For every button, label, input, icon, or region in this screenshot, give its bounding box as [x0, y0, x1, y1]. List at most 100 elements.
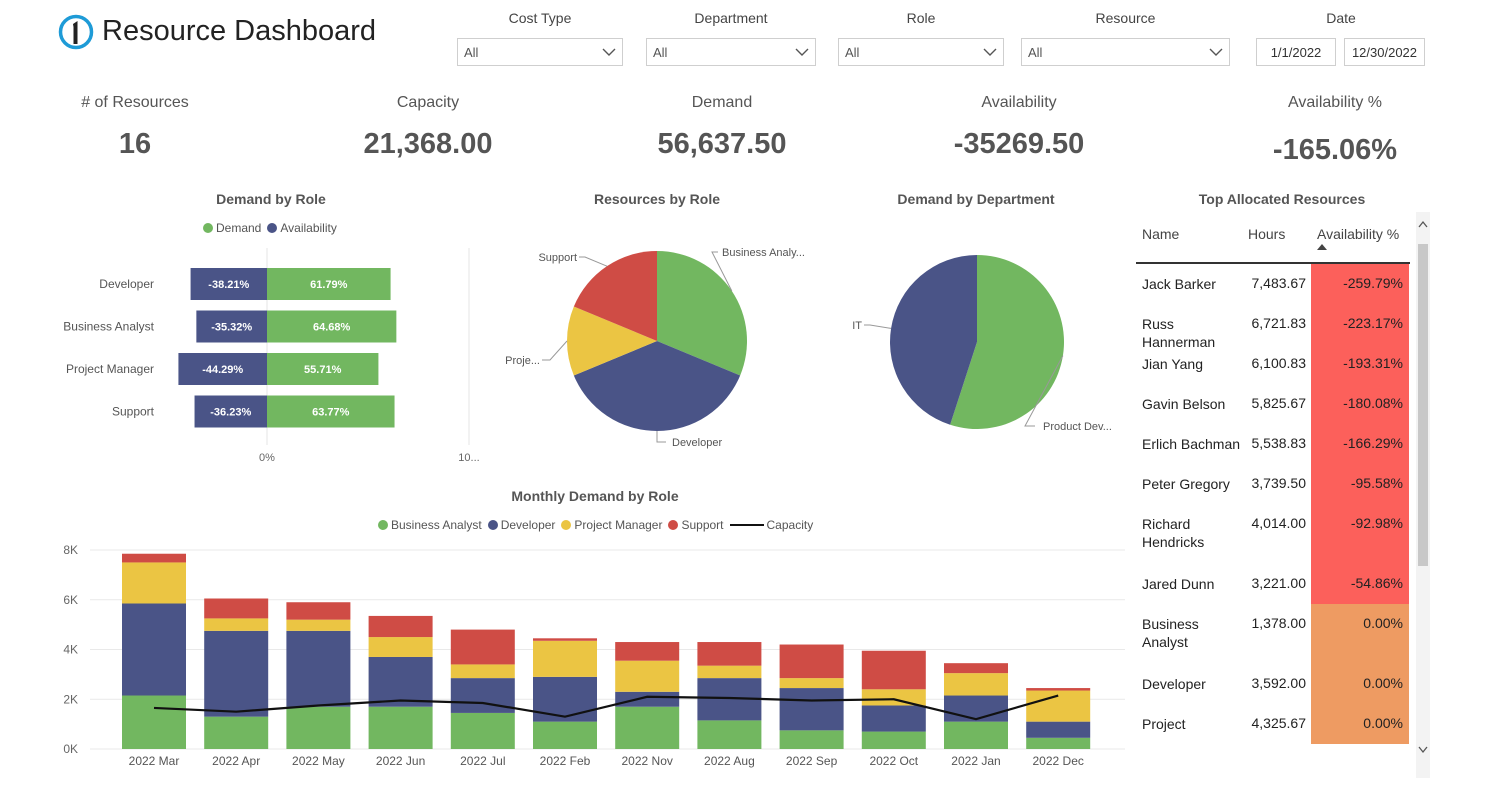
business-analyst-segment[interactable]: [450, 712, 515, 749]
project-manager-segment[interactable]: [1026, 690, 1091, 722]
cell-hours: 3,221.00: [1251, 575, 1307, 591]
demand-by-role-chart[interactable]: Developer -38.21% 61.79% Business Analyst -3…: [40, 240, 490, 470]
project-manager-segment[interactable]: [533, 640, 597, 677]
developer-segment[interactable]: [368, 656, 433, 707]
cell-availability: -223.17%: [1311, 304, 1409, 344]
project-manager-segment[interactable]: [697, 665, 762, 679]
table-row[interactable]: Erlich Bachman 5,538.83 -166.29%: [1136, 424, 1410, 464]
project-manager-segment[interactable]: [779, 678, 844, 689]
project-manager-segment[interactable]: [204, 618, 269, 631]
developer-segment[interactable]: [1026, 721, 1091, 738]
column-header-hours[interactable]: Hours: [1248, 226, 1286, 242]
support-segment[interactable]: [1026, 688, 1091, 691]
support-segment[interactable]: [122, 553, 186, 563]
developer-segment[interactable]: [204, 630, 269, 717]
table-row[interactable]: Developer 3,592.00 0.00%: [1136, 664, 1410, 704]
business-analyst-segment[interactable]: [861, 731, 926, 749]
business-analyst-segment[interactable]: [533, 721, 597, 749]
table-row[interactable]: Gavin Belson 5,825.67 -180.08%: [1136, 384, 1410, 424]
column-header-availability[interactable]: Availability %: [1317, 226, 1400, 242]
pie-slice[interactable]: [657, 251, 747, 376]
column-header-name[interactable]: Name: [1142, 226, 1180, 242]
availability-bar[interactable]: [196, 310, 267, 343]
scroll-down-icon[interactable]: [1418, 746, 1428, 754]
developer-segment[interactable]: [122, 603, 186, 696]
developer-segment[interactable]: [533, 676, 597, 722]
cell-hours: 6,100.83: [1251, 355, 1307, 371]
date-start-input[interactable]: 1/1/2022: [1256, 38, 1336, 66]
legend-dot-icon: [378, 520, 388, 530]
business-analyst-segment[interactable]: [204, 716, 269, 749]
x-category-label: 2022 Mar: [129, 754, 180, 768]
table-scrollbar-thumb[interactable]: [1418, 244, 1428, 566]
support-segment[interactable]: [779, 644, 844, 679]
sort-ascending-icon[interactable]: [1317, 244, 1327, 250]
pie-slice[interactable]: [890, 255, 977, 425]
resource-dropdown[interactable]: All: [1021, 38, 1230, 66]
cell-availability: 0.00%: [1311, 704, 1409, 744]
support-segment[interactable]: [944, 663, 1008, 674]
demand-by-department-chart[interactable]: Product Dev... IT: [840, 238, 1130, 448]
support-segment[interactable]: [450, 629, 515, 665]
table-row[interactable]: Business Analyst 1,378.00 0.00%: [1136, 604, 1410, 664]
business-analyst-segment[interactable]: [122, 695, 186, 749]
project-manager-segment[interactable]: [122, 562, 186, 604]
project-manager-segment[interactable]: [368, 637, 433, 657]
monthly-demand-chart[interactable]: 0K 2K 4K 6K 8K 2022 Mar 2022 Apr 2022 May 2022 J…: [40, 538, 1130, 778]
support-segment[interactable]: [204, 598, 269, 619]
demand-bar[interactable]: [267, 310, 397, 343]
pie-slice[interactable]: [573, 341, 741, 431]
business-analyst-segment[interactable]: [368, 706, 433, 749]
resource-label: Resource: [1095, 10, 1156, 26]
support-segment[interactable]: [697, 642, 762, 666]
x-category-label: 2022 Jun: [376, 754, 425, 768]
role-dropdown[interactable]: All: [838, 38, 1004, 66]
demand-bar[interactable]: [267, 395, 395, 428]
availability-bar[interactable]: [178, 353, 267, 385]
table-row[interactable]: Jian Yang 6,100.83 -193.31%: [1136, 344, 1410, 384]
table-row[interactable]: Project 4,325.67 0.00%: [1136, 704, 1410, 744]
business-analyst-segment[interactable]: [1026, 737, 1091, 749]
availability-bar[interactable]: [194, 395, 267, 428]
business-analyst-segment[interactable]: [697, 720, 762, 749]
capacity-line[interactable]: [153, 694, 1059, 721]
cost-type-dropdown[interactable]: All: [457, 38, 623, 66]
x-tick-label: 0%: [259, 452, 275, 464]
table-row[interactable]: Jared Dunn 3,221.00 -54.86%: [1136, 564, 1410, 604]
project-manager-segment[interactable]: [615, 660, 680, 692]
support-segment[interactable]: [368, 615, 433, 638]
business-analyst-segment[interactable]: [615, 706, 680, 749]
support-segment[interactable]: [861, 650, 926, 690]
table-row[interactable]: Russ Hannerman 6,721.83 -223.17%: [1136, 304, 1410, 350]
table-row[interactable]: Peter Gregory 3,739.50 -95.58%: [1136, 464, 1410, 504]
cell-name: Gavin Belson: [1142, 396, 1226, 412]
business-analyst-segment[interactable]: [779, 730, 844, 749]
support-segment[interactable]: [286, 602, 351, 620]
developer-segment[interactable]: [779, 688, 844, 731]
support-segment[interactable]: [615, 642, 680, 661]
department-dropdown[interactable]: All: [646, 38, 816, 66]
project-manager-segment[interactable]: [450, 664, 515, 679]
scroll-up-icon[interactable]: [1418, 220, 1428, 228]
date-end-input[interactable]: 12/30/2022: [1344, 38, 1425, 66]
project-manager-segment[interactable]: [286, 619, 351, 631]
table-row[interactable]: Jack Barker 7,483.67 -259.79%: [1136, 264, 1410, 304]
business-analyst-segment[interactable]: [944, 721, 1008, 749]
support-segment[interactable]: [533, 638, 597, 641]
pie-slice[interactable]: [567, 306, 657, 376]
resources-by-role-chart[interactable]: Business Analy... Developer Proje... Suppor…: [490, 238, 830, 458]
project-manager-segment[interactable]: [861, 689, 926, 706]
developer-segment[interactable]: [944, 695, 1008, 722]
demand-bar[interactable]: [267, 268, 391, 300]
availability-bar[interactable]: [190, 268, 267, 300]
developer-segment[interactable]: [861, 705, 926, 732]
business-analyst-segment[interactable]: [286, 706, 351, 749]
developer-segment[interactable]: [286, 630, 351, 707]
table-row[interactable]: Richard Hendricks 4,014.00 -92.98%: [1136, 504, 1410, 564]
pie-slice[interactable]: [573, 251, 657, 341]
category-label: Support: [112, 405, 155, 419]
demand-bar[interactable]: [267, 353, 379, 385]
project-manager-segment[interactable]: [944, 673, 1008, 696]
pie-slice[interactable]: [950, 255, 1064, 429]
developer-segment[interactable]: [615, 691, 680, 707]
